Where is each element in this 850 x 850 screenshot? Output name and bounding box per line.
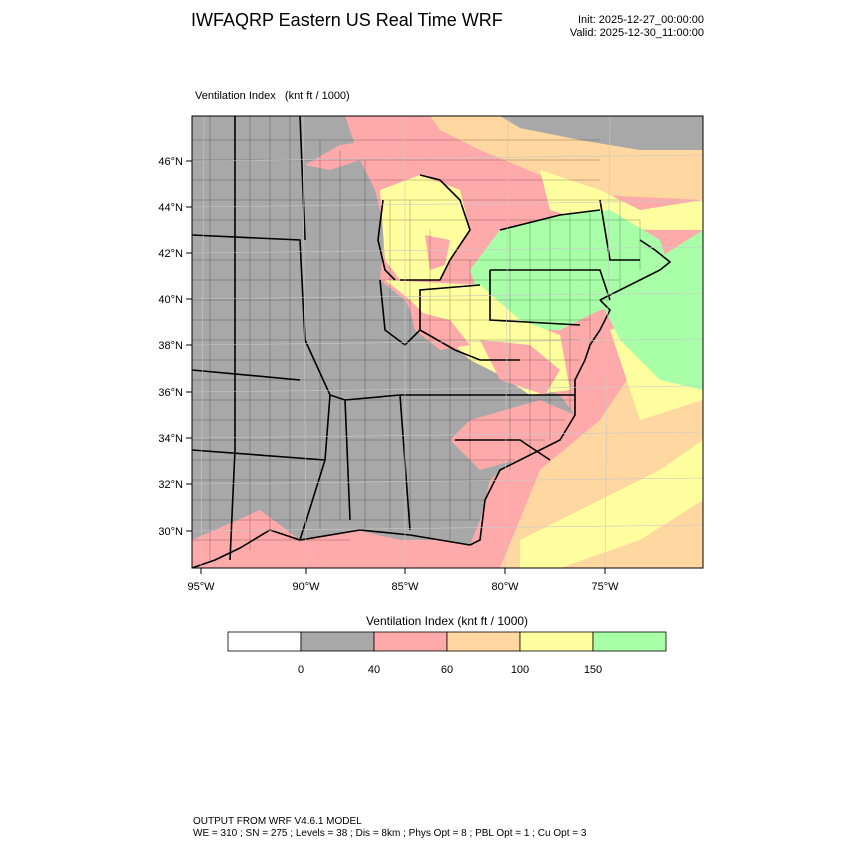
colorbar-swatch — [446, 631, 521, 652]
field-name: Ventilation Index — [195, 90, 276, 102]
colorbar: 0 40 60 100 150 — [227, 631, 667, 676]
colorbar-level: 40 — [368, 664, 380, 676]
offshore-yellow-south — [520, 440, 703, 568]
lon-label: 95°W — [187, 581, 215, 593]
colorbar-level: 100 — [511, 664, 529, 676]
lat-label: 34°N — [158, 433, 183, 445]
gulf-pink — [192, 510, 490, 568]
colorbar-swatch — [519, 631, 594, 652]
michigan-yellow — [380, 175, 470, 280]
model-info-line1: OUTPUT FROM WRF V4.6.1 MODEL — [193, 816, 362, 827]
lat-label: 38°N — [158, 340, 183, 352]
colorbar-swatch — [227, 631, 302, 652]
lon-label: 90°W — [292, 581, 320, 593]
model-info-line2: WE = 310 ; SN = 275 ; Levels = 38 ; Dis … — [193, 828, 587, 839]
field-label: Ventilation Index (knt ft / 1000) — [195, 90, 350, 102]
colorbar-swatch — [592, 631, 667, 652]
lat-label: 44°N — [158, 202, 183, 214]
virginia-pink — [480, 340, 560, 395]
lon-label: 85°W — [391, 581, 419, 593]
lake-superior — [305, 140, 400, 170]
colorbar-level: 60 — [441, 664, 453, 676]
colorbar-level: 150 — [584, 664, 602, 676]
init-time: Init: 2025-12-27_00:00:00 — [578, 14, 704, 26]
map-panel — [192, 116, 703, 568]
graticule — [192, 116, 703, 568]
lat-label: 30°N — [158, 526, 183, 538]
lat-label: 40°N — [158, 294, 183, 306]
lat-label: 32°N — [158, 479, 183, 491]
lat-label: 42°N — [158, 248, 183, 260]
lat-label: 36°N — [158, 387, 183, 399]
colorbar-swatch — [300, 631, 375, 652]
colorbar-swatch — [373, 631, 448, 652]
carolina-pink — [450, 400, 575, 470]
plot-title: IWFAQRP Eastern US Real Time WRF — [191, 10, 503, 30]
lat-label: 46°N — [158, 156, 183, 168]
canada-gray — [500, 116, 703, 150]
lon-label: 80°W — [491, 581, 519, 593]
valid-time: Valid: 2025-12-30_11:00:00 — [569, 27, 704, 39]
field-units: (knt ft / 1000) — [284, 90, 350, 102]
michigan-pink — [425, 235, 450, 270]
colorbar-level: 0 — [298, 664, 304, 676]
map-frame — [191, 115, 704, 569]
atlantic-green — [600, 230, 703, 390]
lon-label: 75°W — [591, 581, 619, 593]
colorbar-title: Ventilation Index (knt ft / 1000) — [365, 614, 529, 628]
lat-tick-marks — [186, 160, 192, 532]
lon-tick-marks — [200, 568, 606, 574]
county-boundaries — [192, 116, 641, 560]
